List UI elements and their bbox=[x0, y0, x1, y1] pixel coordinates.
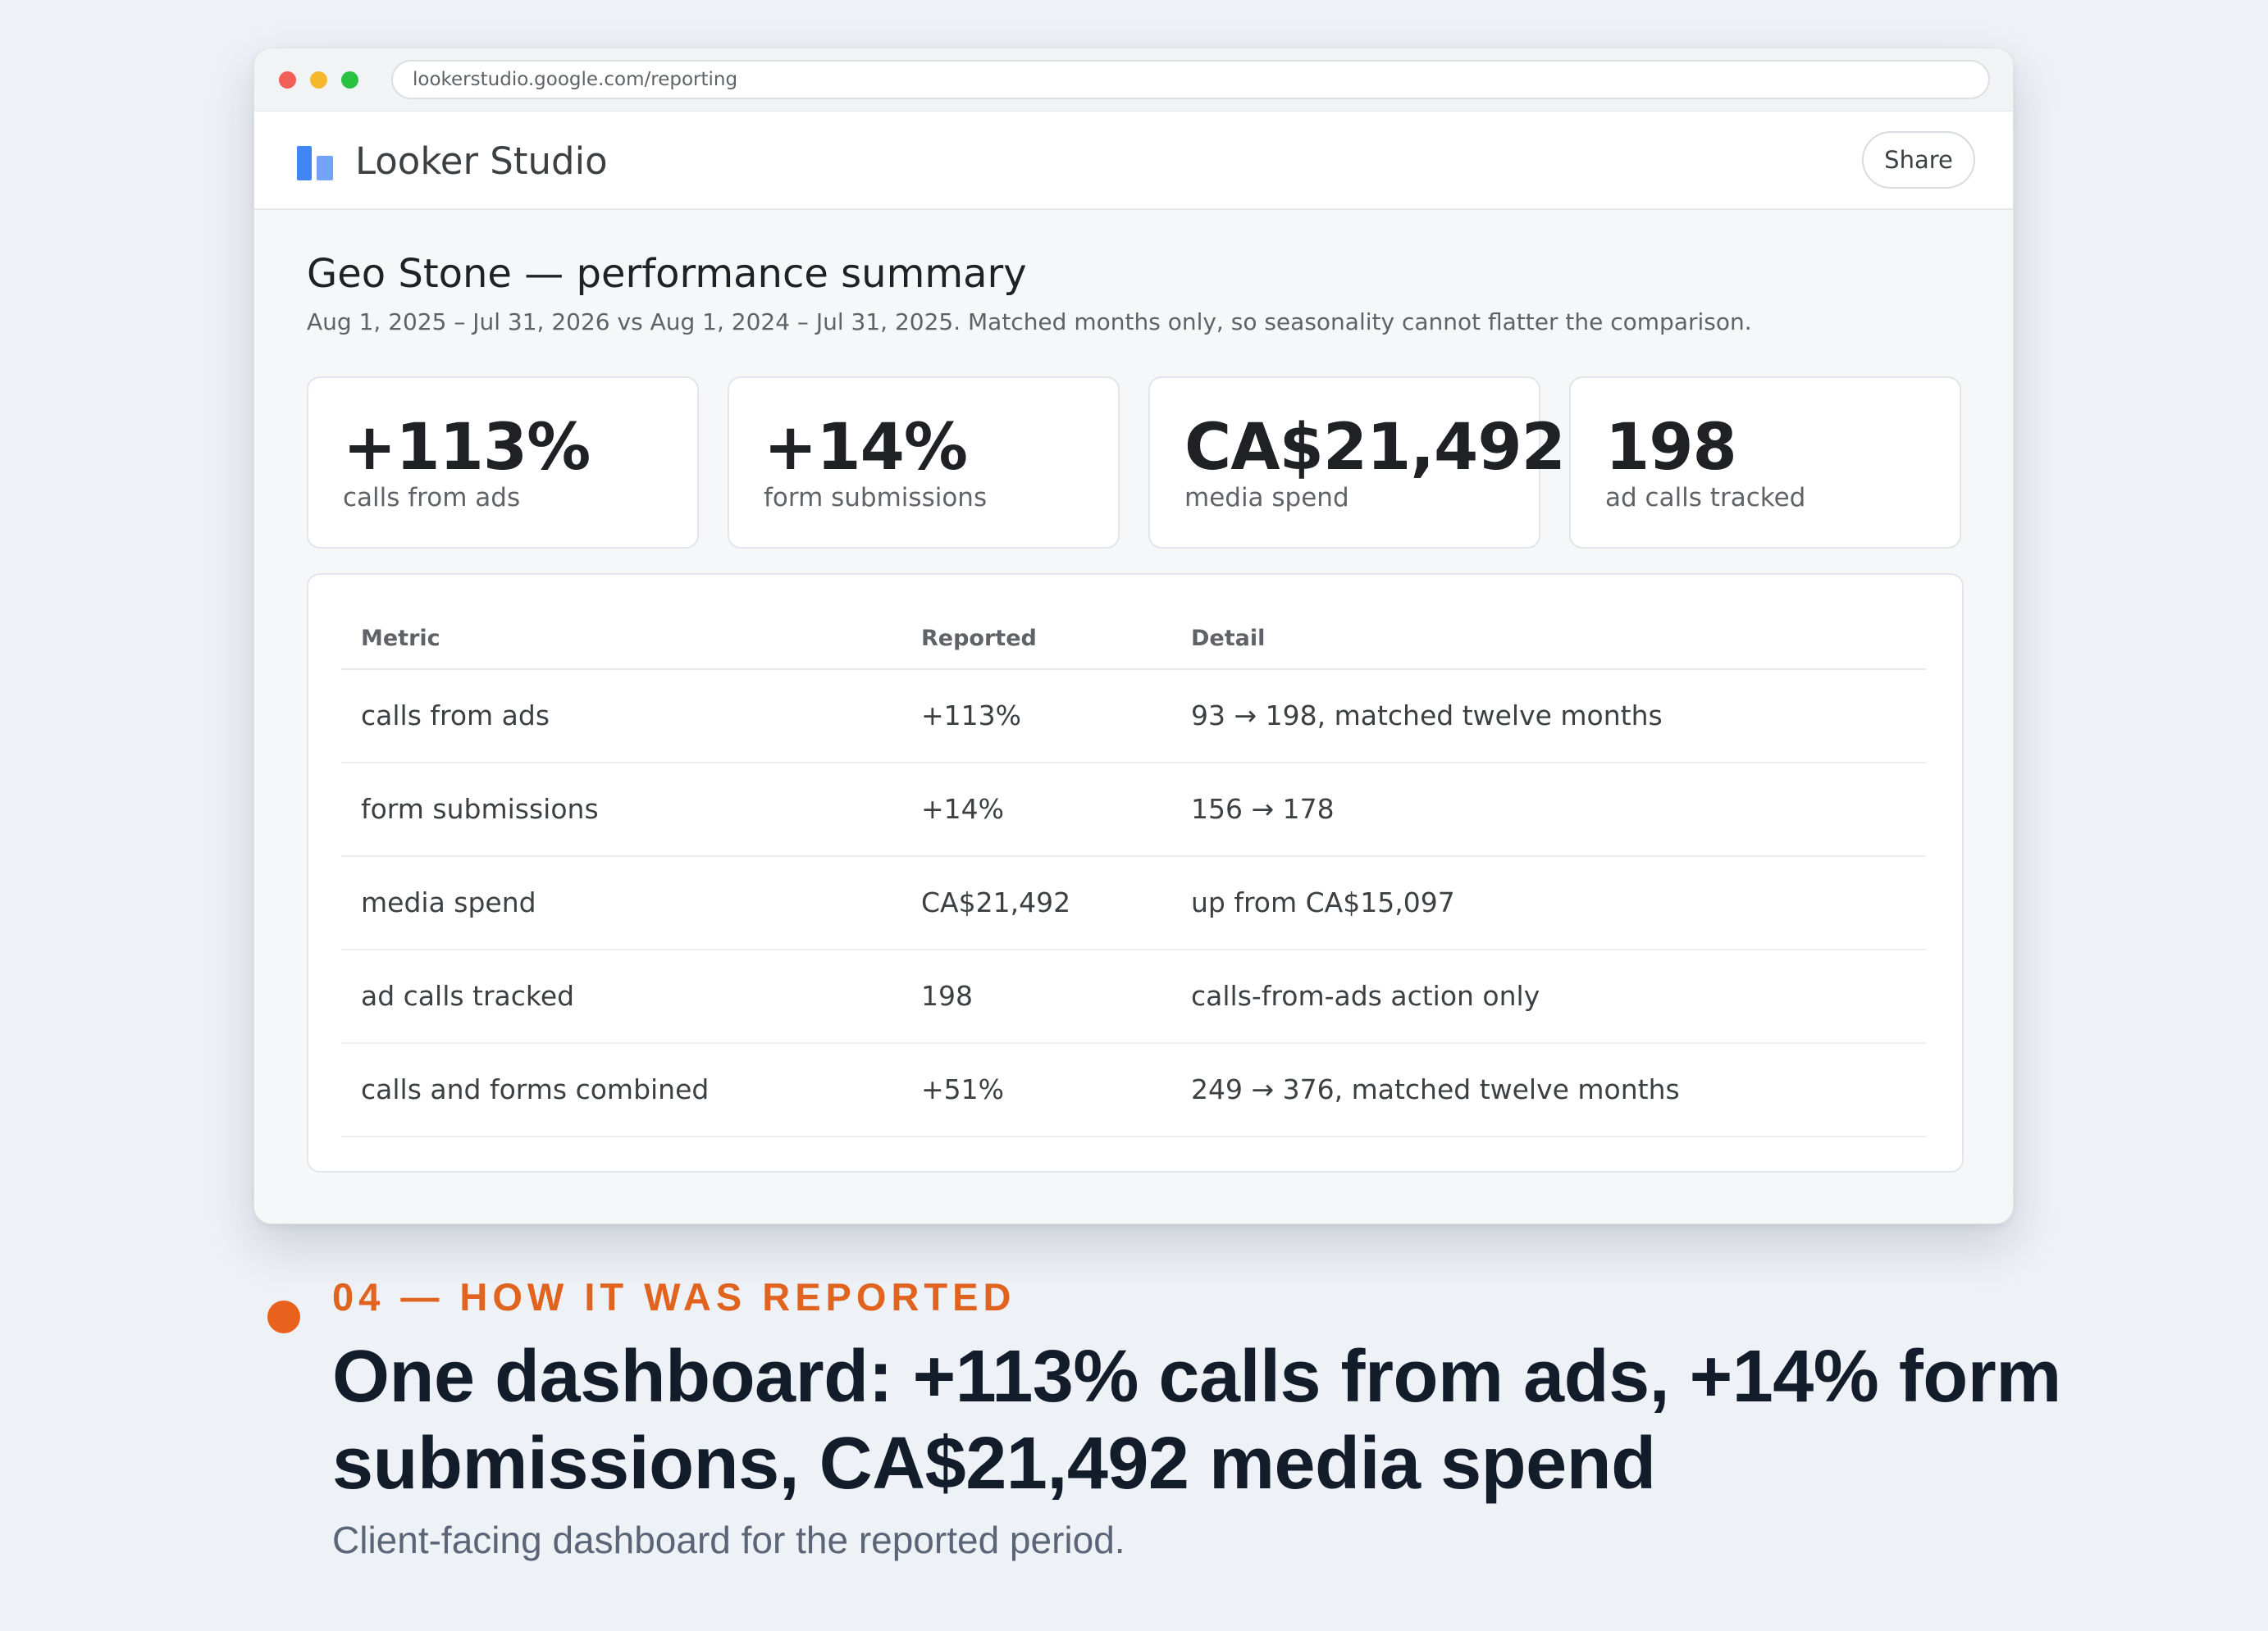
cell-detail: up from CA$15,097 bbox=[1191, 886, 1455, 918]
cell-metric: calls from ads bbox=[361, 699, 550, 731]
app-name: Looker Studio bbox=[355, 139, 608, 183]
table-row: form submissions +14% 156 → 178 bbox=[341, 763, 1926, 857]
cell-metric: calls and forms combined bbox=[361, 1073, 710, 1105]
cell-reported: CA$21,492 bbox=[921, 886, 1071, 918]
section-description: Client-facing dashboard for the reported… bbox=[332, 1519, 1125, 1561]
kpi-card: CA$21,492 media spend bbox=[1148, 376, 1566, 549]
cell-metric: media spend bbox=[361, 886, 536, 918]
column-header-reported[interactable]: Reported bbox=[921, 626, 1037, 651]
table-row: ad calls tracked 198 calls-from-ads acti… bbox=[341, 950, 1926, 1044]
kpi-value: CA$21,492 bbox=[1184, 411, 1566, 485]
metrics-table: Metric Reported Detail calls from ads +1… bbox=[307, 573, 1964, 1173]
minimize-window-button[interactable] bbox=[310, 71, 327, 89]
table-row: calls and forms combined +51% 249 → 376,… bbox=[341, 1044, 1926, 1137]
kpi-value: +14% bbox=[764, 411, 968, 485]
column-header-metric[interactable]: Metric bbox=[361, 626, 440, 651]
table-header: Metric Reported Detail bbox=[341, 608, 1926, 670]
browser-window: lookerstudio.google.com/reporting Looker… bbox=[253, 48, 2014, 1224]
table-row: media spend CA$21,492 up from CA$15,097 bbox=[341, 857, 1926, 950]
table-row: calls from ads +113% 93 → 198, matched t… bbox=[341, 670, 1926, 763]
cell-detail: calls-from-ads action only bbox=[1191, 980, 1540, 1012]
share-button[interactable]: Share bbox=[1862, 131, 1975, 189]
kpi-value: +113% bbox=[343, 411, 591, 485]
kpi-card: +113% calls from ads bbox=[307, 376, 699, 549]
cell-reported: +14% bbox=[921, 793, 1004, 825]
cell-detail: 156 → 178 bbox=[1191, 793, 1335, 825]
report-subtitle: Aug 1, 2025 – Jul 31, 2026 vs Aug 1, 202… bbox=[307, 308, 1752, 335]
section-headline: One dashboard: +113% calls from ads, +14… bbox=[332, 1336, 2061, 1505]
cell-detail: 93 → 198, matched twelve months bbox=[1191, 699, 1663, 731]
section-marker-dot bbox=[267, 1301, 300, 1333]
kpi-label: calls from ads bbox=[343, 483, 521, 513]
section-eyebrow: 04 — HOW IT WAS REPORTED bbox=[332, 1275, 1016, 1319]
maximize-window-button[interactable] bbox=[341, 71, 358, 89]
cell-detail: 249 → 376, matched twelve months bbox=[1191, 1073, 1680, 1105]
cell-reported: 198 bbox=[921, 980, 973, 1012]
address-bar[interactable]: lookerstudio.google.com/reporting bbox=[391, 60, 1990, 99]
close-window-button[interactable] bbox=[279, 71, 296, 89]
column-header-detail[interactable]: Detail bbox=[1191, 626, 1266, 651]
kpi-label: media spend bbox=[1184, 483, 1349, 513]
cell-reported: +113% bbox=[921, 699, 1021, 731]
kpi-card: +14% form submissions bbox=[728, 376, 1120, 549]
kpi-card: 198 ad calls tracked bbox=[1569, 376, 1961, 549]
kpi-label: ad calls tracked bbox=[1605, 483, 1806, 513]
cell-metric: form submissions bbox=[361, 793, 599, 825]
kpi-value: 198 bbox=[1605, 411, 1737, 485]
looker-studio-logo-icon bbox=[297, 146, 335, 180]
app-header: Looker Studio Share bbox=[254, 112, 2013, 210]
kpi-label: form submissions bbox=[764, 483, 988, 513]
report-title: Geo Stone — performance summary bbox=[307, 251, 1027, 297]
cell-reported: +51% bbox=[921, 1073, 1004, 1105]
cell-metric: ad calls tracked bbox=[361, 980, 575, 1012]
browser-chrome: lookerstudio.google.com/reporting bbox=[254, 48, 2013, 112]
